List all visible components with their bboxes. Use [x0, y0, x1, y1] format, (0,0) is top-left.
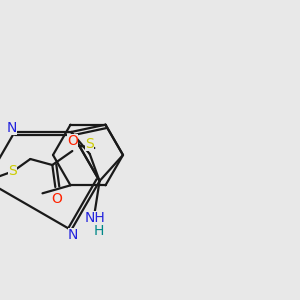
Text: O: O	[51, 192, 62, 206]
Text: H: H	[93, 224, 104, 238]
Text: S: S	[85, 137, 94, 151]
Text: NH: NH	[84, 211, 105, 225]
Text: N: N	[6, 121, 17, 135]
Text: N: N	[68, 228, 79, 242]
Text: O: O	[67, 134, 78, 148]
Text: S: S	[8, 164, 17, 178]
